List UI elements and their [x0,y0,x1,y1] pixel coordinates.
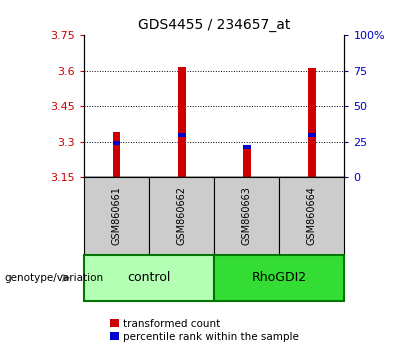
Bar [279,177,344,255]
Text: RhoGDI2: RhoGDI2 [252,272,307,284]
Text: control: control [127,272,171,284]
Bar [214,255,344,301]
Bar [214,177,279,255]
Bar [178,67,186,177]
Legend: transformed count, percentile rank within the sample: transformed count, percentile rank withi… [110,319,299,342]
Bar [84,255,214,301]
Bar [178,133,186,137]
Bar [243,145,251,149]
Bar [113,141,121,145]
Text: GSM860662: GSM860662 [177,187,186,245]
Title: GDS4455 / 234657_at: GDS4455 / 234657_at [138,18,290,32]
Bar [308,68,316,177]
Bar [243,148,251,177]
Bar [149,177,214,255]
Bar [84,177,149,255]
Bar [113,132,121,177]
Text: GSM860663: GSM860663 [242,187,252,245]
Text: genotype/variation: genotype/variation [4,273,103,283]
Bar [308,133,316,137]
Text: GSM860664: GSM860664 [307,187,317,245]
Text: GSM860661: GSM860661 [112,187,121,245]
